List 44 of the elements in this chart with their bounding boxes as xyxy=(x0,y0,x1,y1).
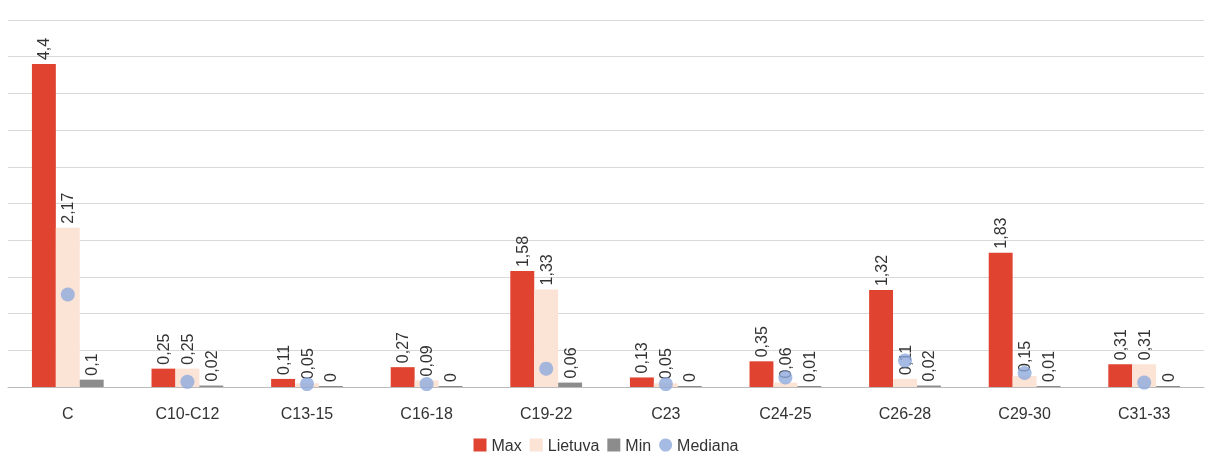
data-label: 1,32 xyxy=(872,254,890,287)
data-label: 0,35 xyxy=(752,326,770,358)
data-label: 0,06 xyxy=(776,347,794,379)
legend-label: Mediana xyxy=(677,436,739,454)
x-tick-label: C31-33 xyxy=(1117,404,1171,422)
data-label: 0 xyxy=(681,373,699,382)
x-tick-label: C26-28 xyxy=(878,404,932,422)
data-label: 0 xyxy=(442,373,460,382)
data-label: 0,05 xyxy=(657,348,675,380)
data-label: 0,15 xyxy=(1016,340,1034,372)
x-tick-label: C10-C12 xyxy=(155,404,220,422)
data-label: 0,11 xyxy=(274,344,292,375)
data-label: 0,09 xyxy=(418,345,436,377)
data-label: 0,31 xyxy=(1135,329,1153,361)
data-label: 1,83 xyxy=(992,217,1010,249)
data-label: 2,17 xyxy=(59,192,77,224)
data-label: 0,25 xyxy=(178,333,196,365)
legend-label: Lietuva xyxy=(547,436,600,454)
x-tick-label: C16-18 xyxy=(400,404,453,422)
data-label: 0,05 xyxy=(298,348,316,380)
data-label: 0,01 xyxy=(1040,350,1058,382)
data-label: 0,11 xyxy=(896,344,914,375)
x-tick-label: C24-25 xyxy=(759,404,812,422)
data-label: 0,02 xyxy=(202,350,220,382)
data-label: 0,27 xyxy=(394,331,412,364)
data-label: 0 xyxy=(1159,373,1177,382)
data-label: 0,02 xyxy=(920,350,938,382)
data-label: 4,4 xyxy=(35,37,53,61)
x-tick-label: C29-30 xyxy=(998,404,1051,422)
data-label: 0,1 xyxy=(83,353,101,376)
data-label: 0,25 xyxy=(154,333,172,365)
data-label: 1,33 xyxy=(537,254,555,286)
legend-label: Min xyxy=(625,436,652,454)
data-label: 0,31 xyxy=(1111,329,1129,361)
data-label: 0,13 xyxy=(633,342,651,374)
x-tick-label: C13-15 xyxy=(280,404,334,422)
data-label: 0,01 xyxy=(800,350,818,382)
data-label: 0 xyxy=(322,373,340,382)
x-tick-label: C23 xyxy=(651,404,681,422)
data-label: 1,58 xyxy=(513,235,531,268)
data-label: 0,06 xyxy=(561,347,579,379)
legend-label: Max xyxy=(491,436,522,454)
x-tick-label: C xyxy=(62,404,74,422)
x-tick-label: C19-22 xyxy=(519,404,573,422)
